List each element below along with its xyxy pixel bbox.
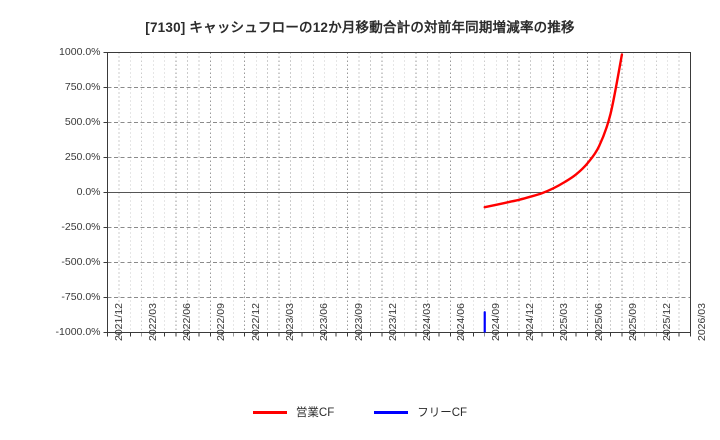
y-axis-tick-label: -500.0%: [61, 255, 101, 268]
x-axis-tick-label: 2025/06: [592, 302, 605, 341]
legend-item-operating-cf[interactable]: 営業CF: [252, 404, 335, 420]
x-axis-tick-label: 2024/12: [524, 302, 537, 341]
legend-color-swatch-free-cf: [374, 410, 409, 414]
x-axis-tick-label: 2021/12: [112, 302, 125, 341]
gridlines: [107, 52, 691, 333]
x-axis-tick-label: 2023/09: [352, 302, 365, 341]
x-axis-tick-label: 2022/03: [146, 302, 159, 341]
x-axis-tick-label: 2025/09: [626, 302, 639, 341]
y-axis-tick-label: 250.0%: [64, 150, 101, 163]
axis-ticks: [103, 52, 691, 337]
x-axis-tick-label: 2022/09: [215, 302, 228, 341]
y-axis-tick-label: 1000.0%: [59, 45, 101, 58]
x-axis-tick-label: 2023/06: [318, 302, 331, 341]
y-axis-tick-label: -250.0%: [61, 220, 101, 233]
x-axis-tick-label: 2024/03: [421, 302, 434, 341]
y-axis-tick-label: -750.0%: [61, 290, 101, 303]
x-axis-tick-label: 2025/12: [661, 302, 674, 341]
y-axis-tick-label: 750.0%: [64, 80, 101, 93]
legend-item-free-cf[interactable]: フリーCF: [374, 404, 467, 420]
legend-color-swatch-operating-cf: [252, 410, 287, 414]
x-axis-tick-label: 2023/03: [283, 302, 296, 341]
y-axis-tick-label: 0.0%: [76, 185, 101, 198]
legend-label-operating-cf: 営業CF: [295, 407, 335, 419]
x-axis-tick-label: 2025/03: [558, 302, 571, 341]
chart-legend: 営業CF フリーCF: [0, 404, 720, 420]
x-axis-tick-label: 2023/12: [386, 302, 399, 341]
chart-title: [7130] キャッシュフローの12か月移動合計の対前年同期増減率の推移: [145, 20, 575, 35]
x-axis-tick-label: 2022/12: [249, 302, 262, 341]
legend-label-free-cf: フリーCF: [417, 407, 468, 419]
x-axis-tick-label: 2026/03: [695, 302, 708, 341]
y-axis-tick-label: 500.0%: [64, 115, 101, 128]
y-axis-tick-label: -1000.0%: [55, 325, 101, 338]
x-axis-tick-label: 2024/06: [455, 302, 468, 341]
x-axis-tick-label: 2024/09: [489, 302, 502, 341]
data-series: [483, 53, 624, 333]
x-axis-tick-label: 2022/06: [181, 302, 194, 341]
